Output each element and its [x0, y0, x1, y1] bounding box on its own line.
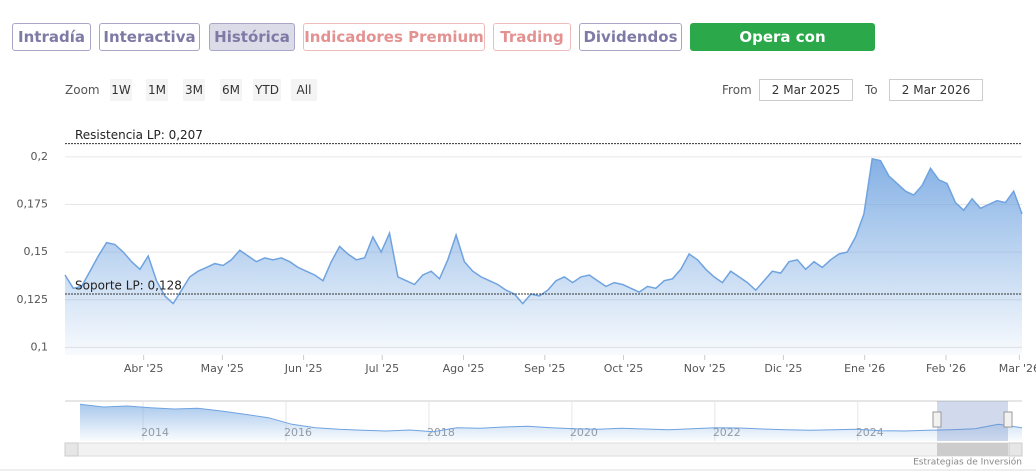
- scrollbar-track: [64, 442, 1023, 457]
- navigator-area: [80, 404, 1022, 441]
- x-tick-label: Ago '25: [443, 362, 485, 375]
- zoom-button[interactable]: 1M: [146, 79, 168, 101]
- scrollbar-left: [64, 442, 79, 457]
- zoom-button[interactable]: YTD: [253, 79, 281, 101]
- y-tick-label: 0,175: [17, 198, 49, 211]
- zoom-button[interactable]: 1W: [110, 79, 132, 101]
- navigator-line: [79, 403, 1023, 433]
- x-tick-label: May '25: [201, 362, 244, 375]
- x-tick-label: Nov '25: [684, 362, 726, 375]
- area: [65, 158, 1022, 355]
- x-tick-label: Oct '25: [604, 362, 644, 375]
- tab[interactable]: Trading: [493, 23, 571, 51]
- x-tick-label: Jul '25: [364, 362, 399, 375]
- tab[interactable]: Histórica: [209, 23, 295, 51]
- scrollbar-thumb: [937, 443, 1008, 456]
- zoom-button[interactable]: All: [291, 79, 317, 101]
- from-input[interactable]: 2 Mar 2025: [759, 79, 853, 101]
- tab[interactable]: Intradía: [12, 23, 91, 51]
- y-tick-label: 0,15: [24, 245, 49, 258]
- to-label: To: [865, 83, 878, 97]
- to-input[interactable]: 2 Mar 2026: [889, 79, 983, 101]
- zoom-button[interactable]: 3M: [183, 79, 205, 101]
- tab[interactable]: Dividendos: [579, 23, 682, 51]
- x-tick-label: Dic '25: [764, 362, 802, 375]
- x-tick-label: Ene '26: [844, 362, 885, 375]
- credit: Estrategias de Inversión: [913, 457, 1022, 468]
- x-tick-label: Sep '25: [524, 362, 565, 375]
- tab[interactable]: Interactiva: [99, 23, 200, 51]
- annotation-label: Resistencia LP: 0,207: [75, 128, 203, 142]
- x-tick-label: Mar '26: [999, 362, 1036, 375]
- tab[interactable]: Indicadores Premium: [303, 23, 485, 51]
- navigator-handle[interactable]: [1003, 411, 1013, 428]
- from-label: From: [722, 83, 752, 97]
- line: [64, 157, 1023, 305]
- navigator-handle[interactable]: [932, 411, 942, 428]
- zoom-button[interactable]: 6M: [220, 79, 242, 101]
- scrollbar-right: [1008, 442, 1023, 457]
- annotation-label: Soporte LP: 0,128: [75, 279, 182, 293]
- zoom-label: Zoom: [65, 83, 100, 97]
- y-tick-label: 0,2: [31, 150, 49, 163]
- x-tick-label: Abr '25: [124, 362, 164, 375]
- x-tick-label: Feb '26: [926, 362, 966, 375]
- tab[interactable]: Opera con Freedom24: [690, 23, 875, 72]
- x-tick-label: Jun '25: [284, 362, 323, 375]
- y-tick-label: 0,125: [17, 293, 49, 306]
- y-tick-label: 0,1: [31, 340, 49, 353]
- navigator-mask: [937, 401, 1008, 441]
